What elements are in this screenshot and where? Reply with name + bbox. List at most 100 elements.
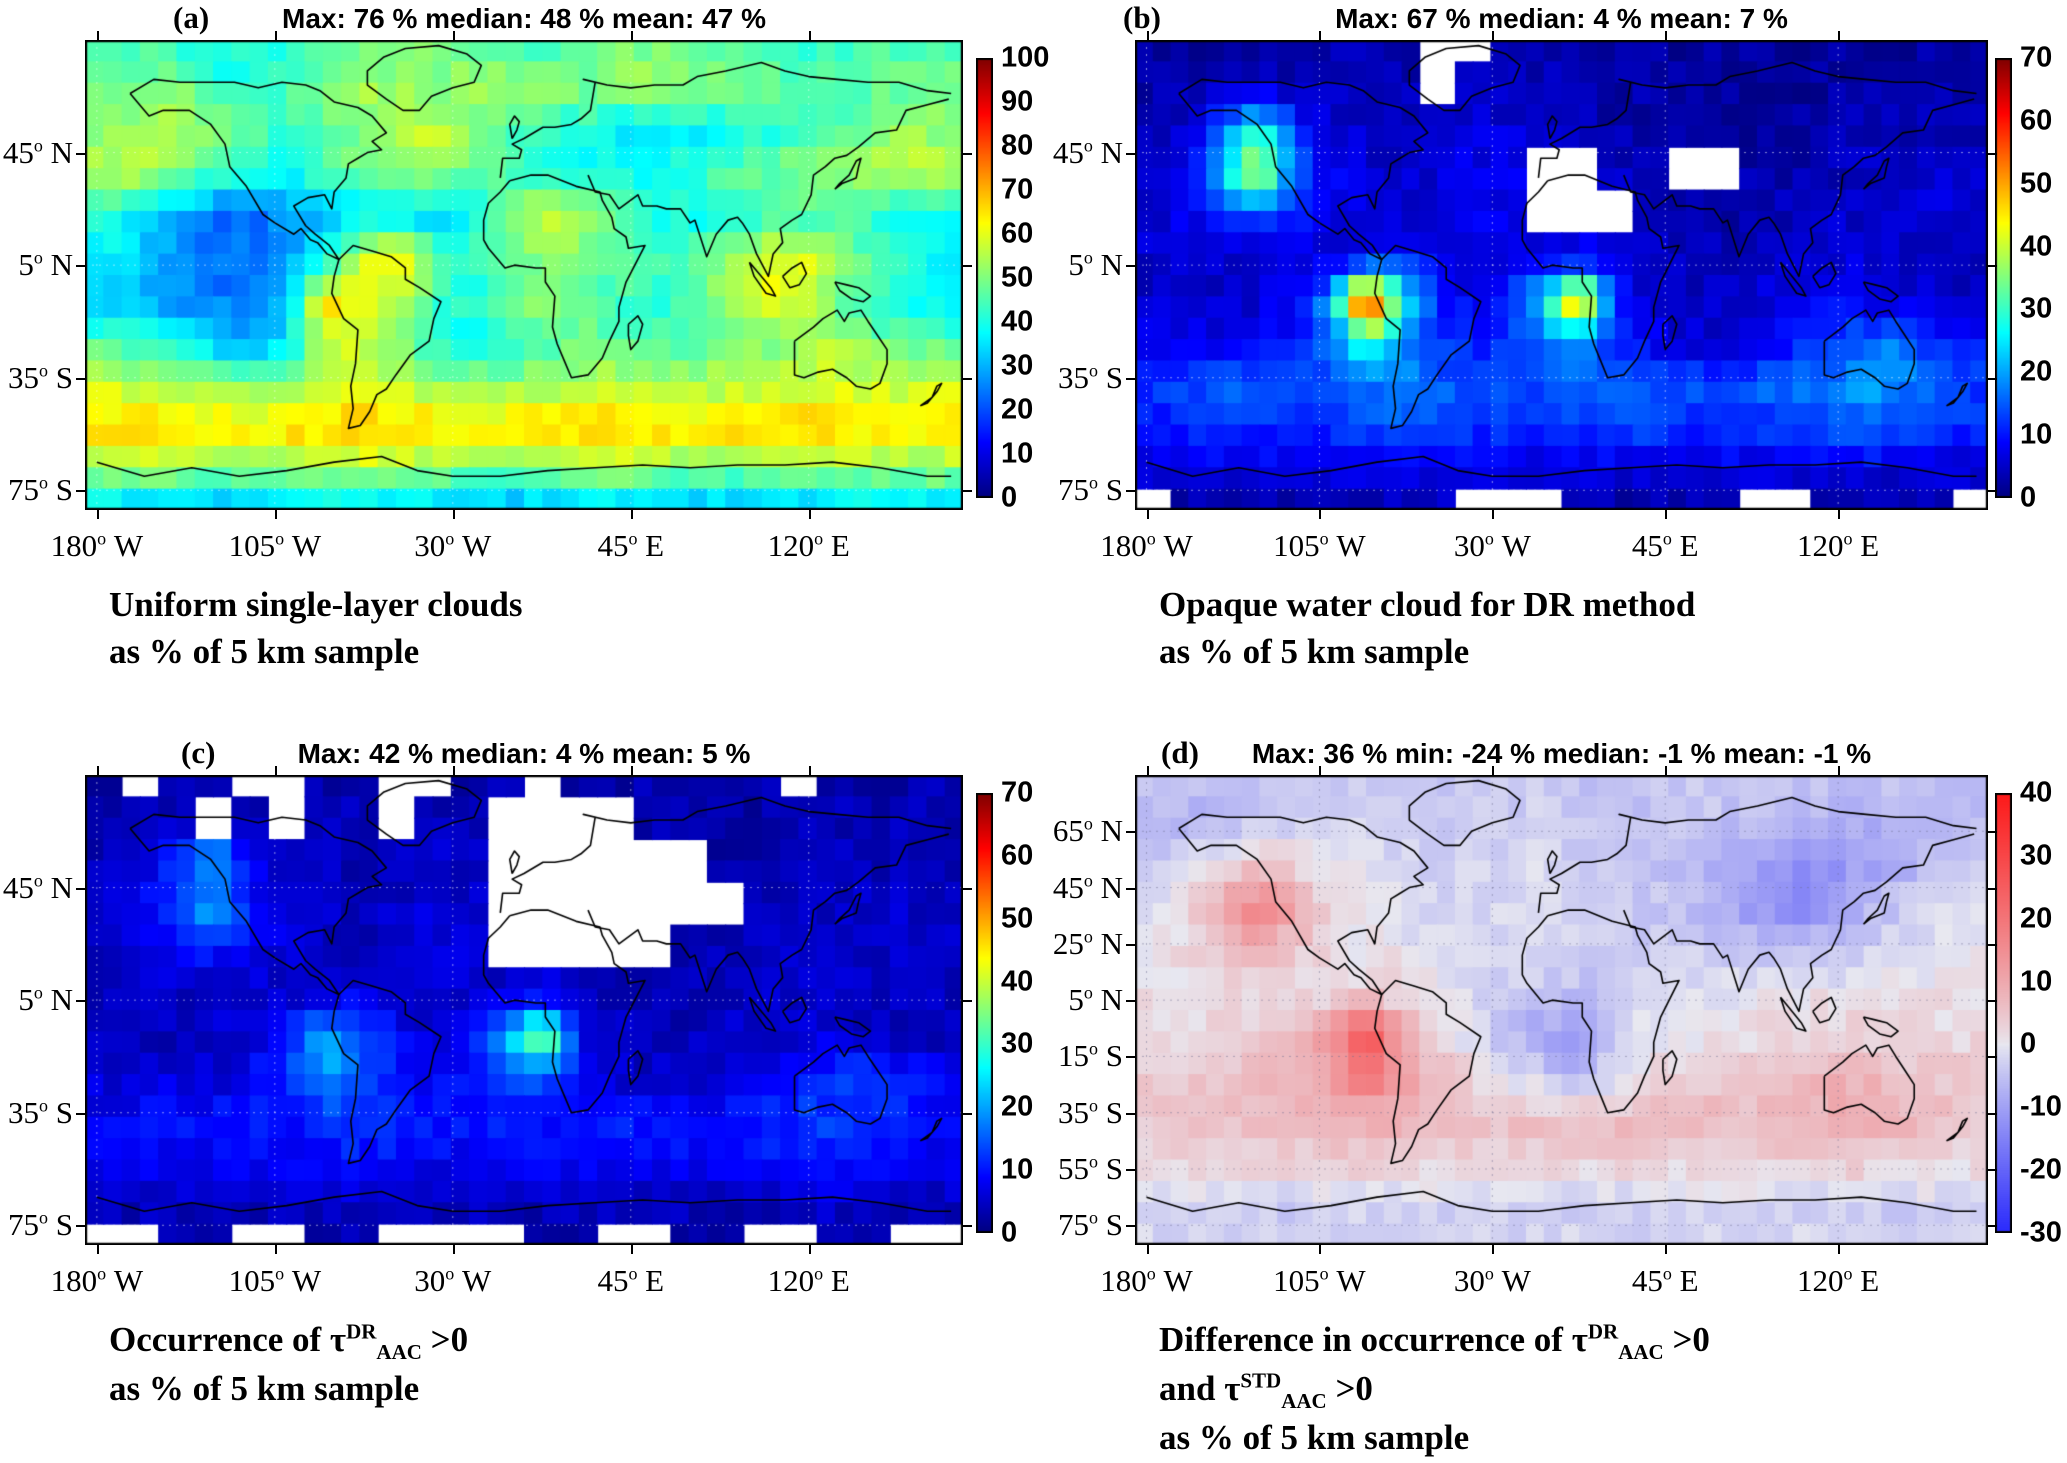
world-heatmap-canvas xyxy=(85,775,963,1245)
colorbar-tick-label: 50 xyxy=(2020,167,2053,200)
axis-tick xyxy=(97,1245,99,1254)
caption-text: DR xyxy=(1587,1319,1619,1344)
axis-tick xyxy=(1665,31,1667,40)
x-axis-tick-label: 180o W xyxy=(1100,1263,1193,1298)
caption-text: >0 xyxy=(421,1320,469,1359)
y-axis-tick-label: 55o S xyxy=(1058,1151,1123,1186)
y-axis-tick-label: 65o N xyxy=(1052,813,1123,849)
caption-line: as % of 5 km sample xyxy=(109,1366,468,1413)
axis-tick xyxy=(76,153,85,155)
x-axis-tick-label: 105o W xyxy=(1273,1263,1366,1298)
colorbar-tick-label: 50 xyxy=(1001,261,1034,294)
y-axis-tick-label: 5o N xyxy=(18,982,73,1018)
axis-tick xyxy=(1126,1000,1135,1002)
axis-tick xyxy=(1126,888,1135,890)
axis-tick xyxy=(1126,490,1135,492)
colorbar-tick-label: 70 xyxy=(1001,776,1034,809)
axis-tick xyxy=(1126,378,1135,380)
axis-tick xyxy=(963,1000,972,1002)
axis-tick xyxy=(1988,378,1997,380)
axis-tick xyxy=(1147,766,1149,775)
panel-caption: Difference in occurrence of τDRAAC >0 and… xyxy=(1159,1317,1710,1462)
colorbar-tick-label: 30 xyxy=(2020,839,2053,872)
axis-tick xyxy=(1988,831,1997,833)
tau-symbol: τ xyxy=(329,1320,347,1359)
world-heatmap-canvas xyxy=(85,40,963,510)
axis-tick xyxy=(453,510,455,519)
axis-tick xyxy=(963,265,972,267)
panel-letter: (c) xyxy=(181,735,216,770)
tau-symbol: τ xyxy=(1224,1369,1241,1409)
axis-tick xyxy=(631,31,633,40)
axis-tick xyxy=(631,510,633,519)
axis-tick xyxy=(275,1245,277,1254)
panel-stats-title: Max: 76 % median: 48 % mean: 47 % xyxy=(282,3,766,34)
axis-tick xyxy=(1665,766,1667,775)
axis-tick xyxy=(1319,766,1321,775)
y-axis-tick-label: 35o S xyxy=(8,359,73,395)
axis-tick xyxy=(1492,31,1494,40)
axis-tick xyxy=(963,490,972,492)
x-axis-tick-label: 45o E xyxy=(1631,528,1699,563)
axis-tick xyxy=(1126,265,1135,267)
panel-caption: Opaque water cloud for DR method as % of … xyxy=(1159,582,1695,676)
colorbar-canvas xyxy=(976,793,993,1233)
colorbar-tick-label: 10 xyxy=(2020,418,2053,451)
panel-b: (b) Max: 67 % median: 4 % mean: 7 % Opaq… xyxy=(1053,0,2052,671)
axis-tick xyxy=(1665,510,1667,519)
x-axis-tick-label: 180o W xyxy=(50,1263,144,1298)
colorbar-tick-label: 10 xyxy=(2020,965,2053,998)
panel-a: (a) Max: 76 % median: 48 % mean: 47 % Un… xyxy=(3,0,1050,671)
axis-tick xyxy=(1838,31,1840,40)
x-axis-tick-label: 120o E xyxy=(1797,528,1880,563)
caption-text: Opaque water cloud for DR method xyxy=(1159,585,1696,624)
world-heatmap-canvas xyxy=(1135,40,1988,510)
caption-line: as % of 5 km sample xyxy=(109,629,523,676)
colorbar-tick-label: -10 xyxy=(2020,1090,2062,1123)
y-axis-tick-label: 15o S xyxy=(1058,1038,1123,1074)
axis-tick xyxy=(1126,831,1135,833)
panel-stats-title: Max: 67 % median: 4 % mean: 7 % xyxy=(1335,3,1788,34)
axis-tick xyxy=(1126,1056,1135,1058)
axis-tick xyxy=(1838,766,1840,775)
axis-tick xyxy=(76,1225,85,1227)
axis-tick xyxy=(76,490,85,492)
axis-tick xyxy=(76,888,85,890)
caption-line: and τSTDAAC >0 xyxy=(1159,1366,1710,1415)
x-axis-tick-label: 120o E xyxy=(1797,1263,1880,1298)
axis-tick xyxy=(76,378,85,380)
caption-text: STD xyxy=(1240,1368,1282,1393)
y-axis-tick-label: 75o S xyxy=(8,1207,73,1243)
axis-tick xyxy=(1319,31,1321,40)
colorbar-canvas xyxy=(1995,58,2012,498)
axis-tick xyxy=(963,888,972,890)
caption-text: >0 xyxy=(1326,1369,1373,1409)
caption-line: Difference in occurrence of τDRAAC >0 xyxy=(1159,1317,1710,1366)
y-axis-tick-label: 25o N xyxy=(1052,925,1123,961)
panel-stats-title: Max: 36 % min: -24 % median: -1 % mean: … xyxy=(1251,738,1872,769)
axis-tick xyxy=(1988,265,1997,267)
y-axis-tick-label: 35o S xyxy=(1058,1094,1123,1130)
axis-tick xyxy=(76,1000,85,1002)
axis-tick xyxy=(1988,1169,1997,1171)
colorbar-tick-label: 60 xyxy=(1001,839,1034,872)
y-axis-tick-label: 35o S xyxy=(8,1094,73,1130)
colorbar-tick-label: 20 xyxy=(1001,393,1034,426)
axis-tick xyxy=(453,1245,455,1254)
x-axis-tick-label: 105o W xyxy=(228,528,322,563)
x-axis-tick-label: 180o W xyxy=(1100,528,1193,563)
axis-tick xyxy=(1988,888,1997,890)
y-axis-tick-label: 5o N xyxy=(1068,982,1123,1018)
axis-tick xyxy=(963,1113,972,1115)
colorbar-tick-label: 20 xyxy=(1001,1090,1034,1123)
colorbar-canvas xyxy=(1995,793,2012,1233)
colorbar-tick-label: 40 xyxy=(2020,776,2053,809)
caption-text: as % of 5 km sample xyxy=(1159,1418,1470,1458)
axis-tick xyxy=(1319,1245,1321,1254)
panel-d: (d) Max: 36 % min: -24 % median: -1 % me… xyxy=(1053,735,2062,1457)
y-axis-tick-label: 75o S xyxy=(8,472,73,508)
x-axis-tick-label: 30o W xyxy=(1453,1263,1531,1298)
x-axis-tick-label: 30o W xyxy=(414,1263,492,1298)
axis-tick xyxy=(1988,944,1997,946)
